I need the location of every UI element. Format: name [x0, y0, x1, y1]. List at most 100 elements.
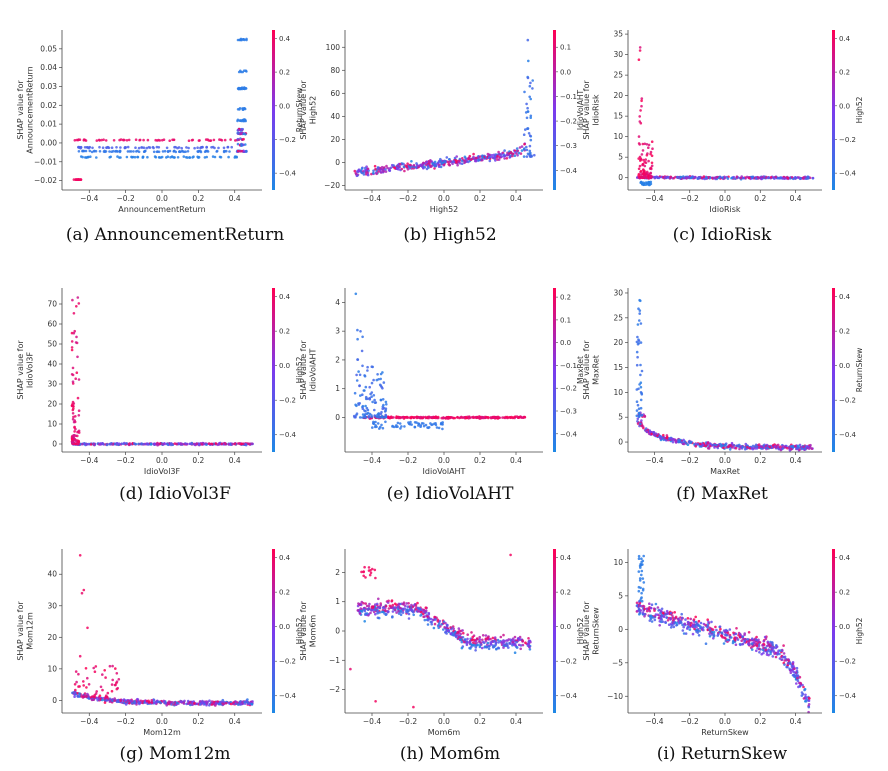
- scatter-point: [403, 169, 406, 173]
- scatter-point: [406, 162, 409, 165]
- scatter-point: [106, 691, 110, 695]
- scatter-point: [644, 158, 647, 161]
- scatter-point: [84, 667, 88, 670]
- scatter-point: [435, 426, 439, 429]
- scatter-point: [89, 155, 92, 158]
- scatter-point: [157, 146, 161, 149]
- scatter-point: [77, 414, 81, 417]
- scatter-point: [720, 634, 723, 638]
- scatter-point: [426, 618, 430, 622]
- scatter-point: [494, 159, 497, 162]
- scatter-point: [82, 680, 85, 683]
- scatter-point: [649, 166, 653, 170]
- scatter-point: [413, 425, 417, 429]
- scatter-point: [370, 395, 373, 399]
- scatter-point: [693, 625, 696, 629]
- scatter-point: [353, 391, 357, 395]
- scatter-point: [658, 624, 661, 627]
- y-tick-label: 0.00: [40, 138, 57, 147]
- scatter-point: [795, 682, 798, 685]
- scatter-point: [771, 444, 775, 447]
- scatter-point: [375, 602, 379, 606]
- scatter-point: [682, 625, 685, 629]
- scatter-point: [433, 160, 437, 164]
- scatter-point: [478, 638, 482, 641]
- scatter-point: [357, 370, 360, 373]
- scatter-point: [680, 616, 684, 620]
- scatter-point: [503, 644, 507, 648]
- scatter-point: [525, 155, 529, 158]
- scatter-point: [243, 107, 247, 111]
- scatter-point: [503, 149, 506, 152]
- scatter-point: [208, 704, 211, 707]
- scatter-point: [237, 132, 240, 135]
- scatter-point: [466, 633, 470, 636]
- scatter-point: [731, 176, 734, 179]
- scatter-point: [352, 414, 356, 418]
- scatter-point: [141, 699, 145, 703]
- scatter-point: [244, 87, 248, 90]
- scatter-point: [645, 609, 649, 613]
- scatter-point: [793, 667, 796, 670]
- scatter-point: [423, 165, 427, 169]
- scatter-point: [520, 145, 524, 148]
- scatter-point: [722, 629, 726, 632]
- scatter-point: [429, 617, 433, 621]
- scatter-point: [781, 655, 785, 659]
- scatter-point: [127, 699, 130, 703]
- x-tick-label: 0.4: [229, 194, 241, 203]
- scatter-point: [370, 381, 374, 385]
- scatter-point: [133, 155, 137, 159]
- scatter-point: [637, 557, 641, 560]
- chart-caption: (h) Mom6m: [400, 744, 500, 764]
- scatter-point: [494, 641, 498, 645]
- scatter-point: [105, 146, 108, 149]
- scatter-point: [528, 648, 532, 651]
- y-tick-label: 0.03: [40, 82, 57, 91]
- scatter-point: [158, 700, 161, 704]
- scatter-point: [119, 138, 123, 141]
- scatter-point: [418, 607, 422, 610]
- scatter-point: [397, 609, 400, 613]
- scatter-point: [417, 609, 420, 613]
- scatter-point: [807, 703, 811, 706]
- scatter-point: [639, 373, 642, 377]
- scatter-point: [95, 690, 98, 693]
- scatter-point: [743, 633, 746, 637]
- y-tick-label: 20: [613, 338, 623, 347]
- colorbar-tick-label: 0.2: [560, 294, 571, 302]
- scatter-point: [525, 116, 529, 120]
- scatter-point: [785, 665, 788, 669]
- scatter-point: [411, 605, 415, 609]
- scatter-point: [95, 156, 98, 159]
- scatter-point: [733, 636, 736, 639]
- scatter-point: [387, 607, 391, 610]
- scatter-point: [163, 149, 167, 153]
- scatter-point: [405, 165, 409, 168]
- scatter-point: [434, 415, 438, 419]
- x-tick-label: −0.2: [681, 456, 699, 465]
- scatter-point: [210, 700, 214, 703]
- x-tick-label: 0.0: [156, 194, 168, 203]
- scatter-point: [694, 445, 698, 448]
- scatter-point: [173, 156, 176, 159]
- scatter-point: [379, 603, 383, 607]
- y-tick-label: 0: [335, 627, 340, 636]
- scatter-point: [375, 415, 379, 419]
- scatter-point: [638, 309, 642, 312]
- scatter-point: [424, 423, 428, 427]
- scatter-point: [369, 571, 373, 575]
- scatter-point: [87, 683, 91, 686]
- scatter-point: [242, 137, 245, 141]
- colorbar-label: ReturnSkew: [295, 88, 304, 132]
- scatter-point: [411, 609, 414, 613]
- scatter-point: [393, 166, 397, 170]
- y-tick-label: 25: [613, 71, 623, 80]
- scatter-point: [755, 447, 759, 450]
- scatter-point: [217, 146, 220, 150]
- scatter-point: [366, 365, 369, 369]
- scatter-point: [246, 698, 249, 701]
- scatter-point: [207, 139, 210, 142]
- scatter-point: [807, 699, 811, 702]
- scatter-point: [503, 416, 507, 420]
